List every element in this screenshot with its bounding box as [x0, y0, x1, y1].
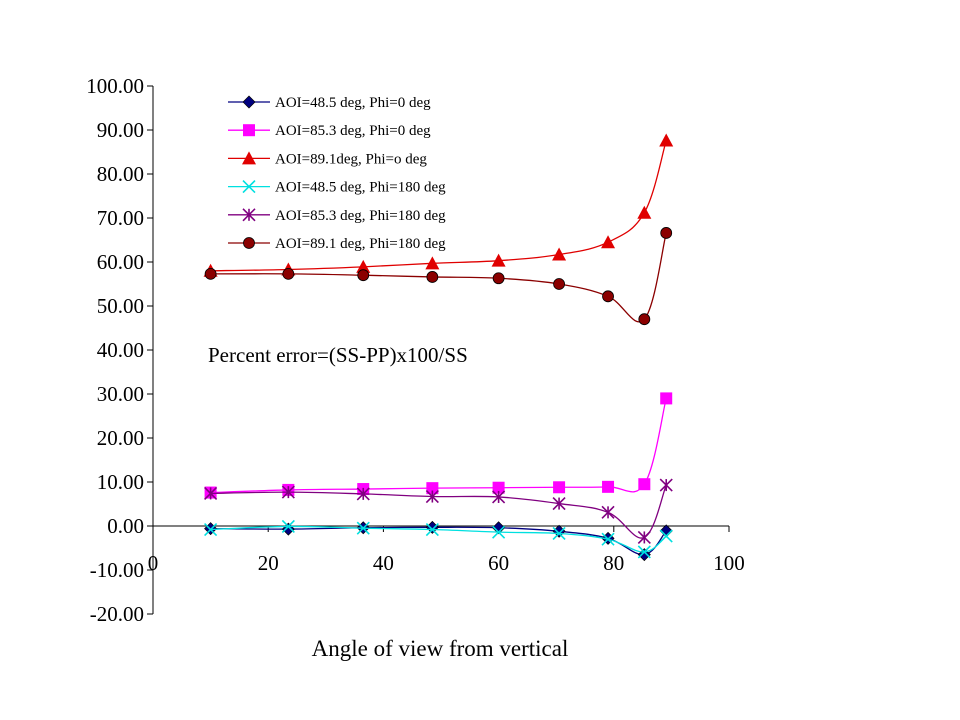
data-point — [491, 253, 506, 267]
data-point — [356, 487, 370, 501]
data-point — [282, 267, 295, 280]
series-layer — [203, 133, 674, 562]
y-tick-label: 60.00 — [97, 250, 144, 274]
legend-entry: AOI=85.3 deg, Phi=0 deg — [228, 123, 431, 139]
legend: AOI=48.5 deg, Phi=0 deg AOI=85.3 deg, Phi… — [228, 95, 446, 252]
data-point — [242, 151, 256, 165]
y-tick-label: 40.00 — [97, 338, 144, 362]
data-point — [492, 525, 506, 539]
y-tick-label: 10.00 — [97, 470, 144, 494]
data-point — [204, 267, 217, 280]
y-tick-label: 100.00 — [86, 74, 144, 98]
data-point — [638, 313, 651, 326]
data-point — [242, 180, 256, 194]
legend-entry: AOI=48.5 deg, Phi=180 deg — [228, 180, 446, 196]
data-point — [204, 522, 218, 537]
y-tick-label: 50.00 — [97, 294, 144, 318]
x-axis-label: Angle of view from vertical — [312, 636, 569, 661]
series-5 — [204, 478, 673, 545]
data-point — [637, 530, 651, 545]
data-point — [660, 392, 673, 405]
axes: 100.00 90.00 80.00 70.00 60.00 50.00 40.00 30.0… — [86, 74, 745, 626]
data-point — [552, 526, 566, 541]
data-point — [426, 271, 439, 283]
legend-label: AOI=48.5 deg, Phi=180 deg — [275, 180, 446, 196]
y-tick-label: -20.00 — [90, 602, 144, 626]
data-point — [242, 95, 256, 109]
series-2 — [204, 392, 673, 499]
data-point — [601, 532, 615, 546]
legend-entry: AOI=85.3 deg, Phi=180 deg — [228, 208, 446, 224]
data-point — [659, 478, 673, 492]
data-point — [357, 269, 370, 282]
data-point — [637, 545, 651, 559]
data-point — [356, 521, 370, 535]
series-line — [210, 398, 667, 494]
data-point — [552, 247, 567, 261]
series-4 — [204, 519, 673, 559]
data-point — [660, 227, 673, 239]
legend-entry: AOI=89.1 deg, Phi=180 deg — [228, 236, 446, 252]
y-tick-label: 30.00 — [97, 382, 144, 406]
data-point — [552, 524, 566, 538]
legend-entry: AOI=89.1deg, Phi=o deg — [228, 151, 427, 167]
data-point — [659, 529, 673, 543]
data-point — [492, 490, 506, 504]
data-point — [425, 522, 439, 537]
y-tick-label: 0.00 — [107, 514, 144, 538]
legend-label: AOI=85.3 deg, Phi=180 deg — [275, 208, 446, 224]
data-point — [242, 208, 256, 222]
legend-label: AOI=89.1 deg, Phi=180 deg — [275, 236, 446, 252]
y-tick-label: 90.00 — [97, 118, 144, 142]
legend-label: AOI=85.3 deg, Phi=0 deg — [275, 123, 431, 139]
data-point — [553, 278, 565, 290]
data-point — [602, 290, 614, 303]
data-point — [356, 259, 371, 273]
series-line — [210, 525, 667, 553]
data-point — [553, 481, 566, 494]
legend-entry: AOI=48.5 deg, Phi=0 deg — [228, 95, 431, 111]
data-point — [204, 486, 218, 501]
data-point — [601, 505, 615, 519]
legend-label: AOI=48.5 deg, Phi=0 deg — [275, 95, 431, 111]
annotation-formula: Percent error=(SS-PP)x100/SS — [208, 343, 468, 367]
data-point — [281, 522, 295, 536]
legend-label: AOI=89.1deg, Phi=o deg — [275, 151, 427, 167]
data-point — [492, 481, 505, 494]
data-point — [425, 489, 439, 504]
data-point — [492, 272, 505, 285]
y-tick-label: -10.00 — [90, 558, 144, 582]
x-tick-label: 80 — [603, 551, 624, 575]
data-point — [637, 205, 652, 219]
data-point — [281, 485, 295, 499]
x-tick-label: 20 — [258, 551, 279, 575]
data-point — [426, 482, 439, 495]
data-point — [638, 478, 651, 491]
data-point — [659, 133, 674, 147]
data-point — [243, 237, 255, 249]
x-tick-label: 40 — [373, 551, 394, 575]
series-line — [210, 484, 667, 539]
x-tick-label: 100 — [713, 551, 745, 575]
x-tick-label: 0 — [148, 551, 159, 575]
y-tick-label: 20.00 — [97, 426, 144, 450]
y-tick-label: 70.00 — [97, 206, 144, 230]
data-point — [492, 521, 506, 535]
data-point — [552, 496, 566, 511]
series-6 — [204, 227, 673, 326]
data-point — [425, 520, 439, 534]
data-point — [601, 235, 616, 249]
x-tick-label: 60 — [488, 551, 509, 575]
data-point — [243, 124, 255, 137]
data-point — [425, 256, 440, 270]
data-point — [281, 519, 295, 534]
series-line — [210, 526, 667, 556]
data-point — [602, 480, 615, 493]
y-tick-label: 80.00 — [97, 162, 144, 186]
